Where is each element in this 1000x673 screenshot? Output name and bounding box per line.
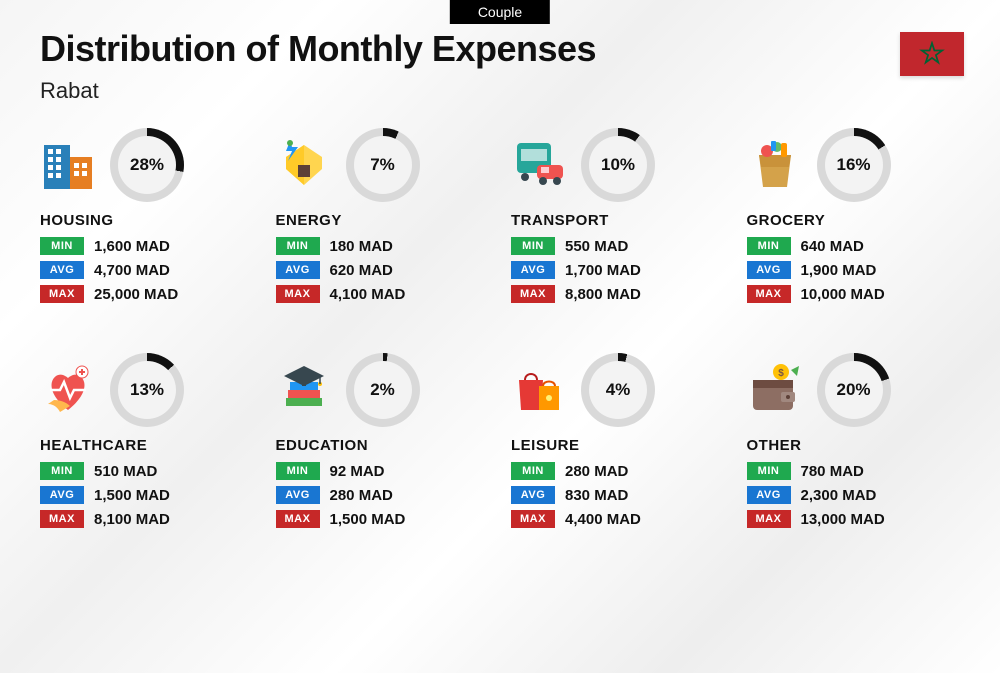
tag-min: MIN [40, 237, 84, 255]
tag-min: MIN [511, 462, 555, 480]
tag-avg: AVG [511, 261, 555, 279]
tag-max: MAX [40, 285, 84, 303]
category-grid: 28% HOUSING MIN 1,600 MAD AVG 4,700 MAD MA… [40, 128, 964, 534]
household-tab: Couple [450, 0, 550, 24]
donut-other: 20% [817, 353, 891, 427]
tag-max: MAX [40, 510, 84, 528]
card-leisure: 4% LEISURE MIN 280 MAD AVG 830 MAD MAX 4,40… [511, 353, 729, 534]
city-subtitle: Rabat [40, 78, 99, 104]
grocery-icon [747, 137, 803, 193]
donut-transport: 10% [581, 128, 655, 202]
morocco-flag [900, 32, 964, 76]
val-housing-max: 25,000 MAD [94, 286, 178, 303]
val-education-min: 92 MAD [330, 463, 385, 480]
val-leisure-min: 280 MAD [565, 463, 628, 480]
tag-min: MIN [276, 462, 320, 480]
val-transport-max: 8,800 MAD [565, 286, 641, 303]
val-other-max: 13,000 MAD [801, 511, 885, 528]
transport-icon [511, 137, 567, 193]
card-energy: 7% ENERGY MIN 180 MAD AVG 620 MAD MAX 4,100… [276, 128, 494, 309]
energy-icon [276, 137, 332, 193]
card-housing: 28% HOUSING MIN 1,600 MAD AVG 4,700 MAD MA… [40, 128, 258, 309]
card-education: 2% EDUCATION MIN 92 MAD AVG 280 MAD MAX 1,5… [276, 353, 494, 534]
tag-max: MAX [747, 510, 791, 528]
val-energy-max: 4,100 MAD [330, 286, 406, 303]
page-title: Distribution of Monthly Expenses [40, 28, 596, 70]
label-healthcare: HEALTHCARE [40, 437, 258, 454]
val-other-min: 780 MAD [801, 463, 864, 480]
tag-max: MAX [276, 510, 320, 528]
val-healthcare-max: 8,100 MAD [94, 511, 170, 528]
healthcare-icon [40, 362, 96, 418]
val-leisure-max: 4,400 MAD [565, 511, 641, 528]
wallet-icon: $ [747, 362, 803, 418]
pct-other: 20% [836, 380, 870, 400]
val-healthcare-min: 510 MAD [94, 463, 157, 480]
card-healthcare: 13% HEALTHCARE MIN 510 MAD AVG 1,500 MAD M… [40, 353, 258, 534]
pct-housing: 28% [130, 155, 164, 175]
svg-text:$: $ [778, 368, 784, 379]
label-leisure: LEISURE [511, 437, 729, 454]
val-housing-avg: 4,700 MAD [94, 262, 170, 279]
donut-education: 2% [346, 353, 420, 427]
donut-healthcare: 13% [110, 353, 184, 427]
donut-grocery: 16% [817, 128, 891, 202]
tag-max: MAX [511, 285, 555, 303]
shopping-icon [511, 362, 567, 418]
donut-energy: 7% [346, 128, 420, 202]
tag-max: MAX [276, 285, 320, 303]
tag-max: MAX [747, 285, 791, 303]
education-icon [276, 362, 332, 418]
donut-leisure: 4% [581, 353, 655, 427]
val-grocery-avg: 1,900 MAD [801, 262, 877, 279]
tag-avg: AVG [511, 486, 555, 504]
tag-avg: AVG [747, 261, 791, 279]
tag-min: MIN [747, 237, 791, 255]
val-transport-min: 550 MAD [565, 238, 628, 255]
tag-avg: AVG [40, 261, 84, 279]
val-energy-min: 180 MAD [330, 238, 393, 255]
val-healthcare-avg: 1,500 MAD [94, 487, 170, 504]
pct-transport: 10% [601, 155, 635, 175]
label-grocery: GROCERY [747, 212, 965, 229]
tag-min: MIN [276, 237, 320, 255]
buildings-icon [40, 137, 96, 193]
val-education-avg: 280 MAD [330, 487, 393, 504]
tag-min: MIN [747, 462, 791, 480]
val-housing-min: 1,600 MAD [94, 238, 170, 255]
pct-education: 2% [370, 380, 395, 400]
pct-healthcare: 13% [130, 380, 164, 400]
val-education-max: 1,500 MAD [330, 511, 406, 528]
tag-avg: AVG [40, 486, 84, 504]
tag-min: MIN [511, 237, 555, 255]
val-grocery-min: 640 MAD [801, 238, 864, 255]
tag-max: MAX [511, 510, 555, 528]
label-education: EDUCATION [276, 437, 494, 454]
tag-avg: AVG [747, 486, 791, 504]
tag-min: MIN [40, 462, 84, 480]
label-transport: TRANSPORT [511, 212, 729, 229]
tag-avg: AVG [276, 261, 320, 279]
donut-housing: 28% [110, 128, 184, 202]
val-transport-avg: 1,700 MAD [565, 262, 641, 279]
pct-energy: 7% [370, 155, 395, 175]
card-transport: 10% TRANSPORT MIN 550 MAD AVG 1,700 MAD MA… [511, 128, 729, 309]
card-other: $ 20% OTHER MIN 780 MAD AVG 2,300 MAD MAX 1… [747, 353, 965, 534]
val-energy-avg: 620 MAD [330, 262, 393, 279]
label-housing: HOUSING [40, 212, 258, 229]
tag-avg: AVG [276, 486, 320, 504]
label-energy: ENERGY [276, 212, 494, 229]
val-leisure-avg: 830 MAD [565, 487, 628, 504]
label-other: OTHER [747, 437, 965, 454]
pct-leisure: 4% [606, 380, 631, 400]
val-other-avg: 2,300 MAD [801, 487, 877, 504]
pct-grocery: 16% [836, 155, 870, 175]
val-grocery-max: 10,000 MAD [801, 286, 885, 303]
card-grocery: 16% GROCERY MIN 640 MAD AVG 1,900 MAD MAX 1… [747, 128, 965, 309]
